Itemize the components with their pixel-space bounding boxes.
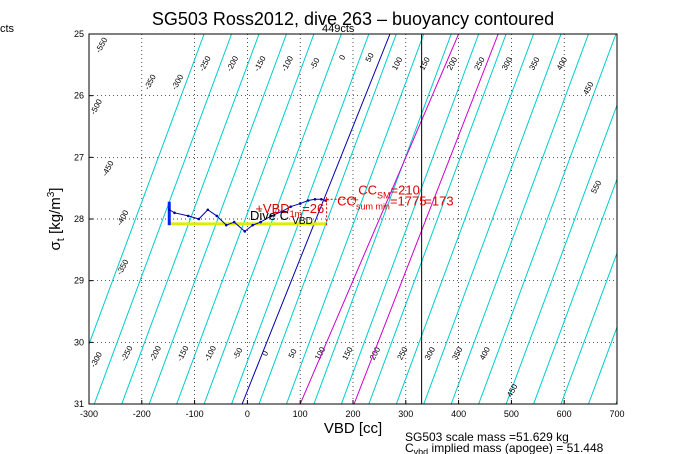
contour-line [93, 34, 233, 404]
contour-line [148, 34, 287, 404]
footer-line2-prefix: C [405, 441, 414, 454]
dive-point [313, 197, 317, 201]
contour-line [588, 325, 617, 404]
contour-line [121, 34, 260, 404]
contour-label: 0 [260, 349, 270, 358]
annotation: =173 [424, 193, 453, 208]
reference-lines [241, 34, 499, 404]
contour-line [176, 34, 315, 404]
annotation: CCsum min=1775 [337, 193, 426, 211]
blue-reference-line [241, 34, 391, 404]
annotation: VBD [292, 216, 313, 227]
dive-point [232, 220, 236, 224]
dive-point [306, 199, 310, 202]
vline-label: 449cts [322, 23, 355, 35]
x-tick-label: 300 [398, 409, 413, 419]
contour-line [313, 34, 452, 404]
contour-line [615, 399, 617, 404]
dive-path-group: + + [167, 194, 359, 233]
buoyancy-contours [89, 34, 681, 404]
x-tick-label: 400 [451, 409, 466, 419]
dive-point [251, 223, 254, 227]
corner-text: cts [0, 23, 15, 35]
contour-line [505, 103, 617, 404]
dive-point [269, 214, 273, 218]
dive-point [280, 210, 284, 213]
contour-line [203, 34, 342, 404]
contour-line [450, 34, 589, 404]
y-tick-label: 28 [74, 214, 84, 224]
red-marker: + [352, 194, 358, 206]
footer-line2-sub: vbd [414, 447, 429, 454]
dive-point [167, 208, 171, 212]
dive-point [186, 214, 190, 218]
y-axis-label: σt [kg/m3] [46, 188, 67, 251]
y-tick-label: 29 [74, 276, 84, 286]
dive-point [173, 211, 176, 215]
contour-label: 0 [337, 53, 347, 62]
contour-line [533, 177, 617, 404]
dive-point [197, 217, 201, 221]
y-tick-label: 26 [74, 91, 84, 101]
dive-point [206, 208, 210, 212]
y-label-unit: [kg/m [47, 197, 64, 234]
x-tick-label: -200 [133, 409, 151, 419]
dive-point [289, 205, 292, 208]
contour-line [671, 34, 681, 404]
y-label-sub: t [55, 238, 67, 241]
dive-point [215, 214, 219, 218]
contour-line [286, 34, 425, 404]
x-tick-label: 700 [609, 409, 624, 419]
dive-point [243, 230, 247, 233]
contour-line [368, 34, 507, 404]
magenta-reference-line [353, 34, 499, 404]
x-tick-label: -100 [186, 409, 204, 419]
axis-ticks: -300 -200 -100 0 100 200 300 400 500 600 700252627… [74, 29, 625, 419]
dive-point [259, 220, 262, 224]
contour-line [643, 34, 681, 404]
x-tick-label: 0 [245, 409, 250, 419]
y-label-exp: 3 [46, 191, 57, 197]
red-marker: + [323, 194, 329, 206]
x-axis-label: VBD [cc] [324, 420, 382, 437]
contour-line [478, 34, 617, 404]
chart-title: SG503 Ross2012, dive 263 – buoyancy cont… [152, 9, 554, 29]
x-tick-label: -300 [80, 409, 98, 419]
footer-line2-tail: implied mass (apogee) = 51.448 [432, 441, 604, 454]
dive-point [320, 197, 323, 201]
y-tick-label: 31 [74, 399, 84, 409]
y-tick-label: 27 [74, 152, 84, 162]
contour-line [340, 34, 480, 404]
contour-line [231, 34, 370, 404]
magenta-reference-line [299, 34, 460, 404]
dive-point [298, 202, 302, 205]
y-label-main: σ [47, 240, 64, 250]
annotation: CCSM=210 [358, 182, 420, 200]
dive-point [224, 223, 228, 227]
y-label-close: ] [47, 188, 64, 192]
contour-line [423, 34, 562, 404]
contour-line [560, 251, 617, 404]
contour-line [395, 34, 535, 404]
x-tick-label: 100 [293, 409, 308, 419]
svg-text:σt [kg/m3]: σt [kg/m3] [46, 188, 67, 251]
x-tick-label: 500 [504, 409, 519, 419]
x-tick-label: 200 [345, 409, 360, 419]
y-tick-label: 30 [74, 337, 84, 347]
footer-line2: Cvbd implied mass (apogee) = 51.448 [405, 441, 604, 454]
y-tick-label: 25 [74, 29, 84, 39]
annotation: +VBD1m=26 [255, 201, 324, 219]
footer-line1: SG503 scale mass =51.629 kg [405, 430, 569, 444]
x-tick-label: 600 [557, 409, 572, 419]
annotation: Dive C [250, 208, 289, 223]
contour-line [258, 34, 397, 404]
